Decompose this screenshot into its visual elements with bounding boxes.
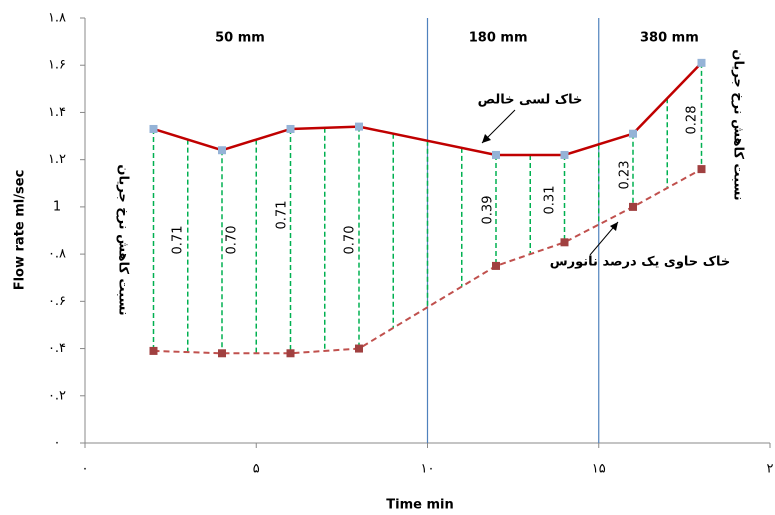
y-tick-label: ۱.۴ bbox=[48, 105, 66, 120]
y-tick-label: ۰ bbox=[54, 436, 61, 451]
side-label: نسبت کاهش نرخ جریان bbox=[116, 164, 131, 315]
side-label: نسبت کاهش نرخ جریان bbox=[731, 49, 746, 200]
marker bbox=[492, 150, 500, 159]
x-tick-label: ۰ bbox=[82, 462, 89, 477]
y-tick-label: ۰.۶ bbox=[48, 294, 66, 309]
y-tick-label: 1 bbox=[53, 199, 61, 214]
marker bbox=[697, 58, 706, 67]
marker bbox=[492, 261, 500, 270]
series-line bbox=[153, 61, 703, 157]
series-line bbox=[153, 168, 702, 355]
y-tick-label: ۱.۸ bbox=[48, 11, 66, 26]
marker bbox=[560, 150, 569, 159]
ratio-label: 0.70 bbox=[343, 226, 358, 255]
y-tick-label: ۰.۸ bbox=[48, 247, 66, 262]
marker bbox=[560, 238, 569, 247]
marker bbox=[286, 349, 295, 358]
y-tick-label: ۱.۶ bbox=[48, 58, 66, 73]
ratio-label: 0.39 bbox=[481, 196, 496, 225]
ratio-label: 0.31 bbox=[543, 186, 558, 215]
marker bbox=[218, 349, 226, 358]
marker bbox=[629, 202, 637, 211]
marker bbox=[629, 129, 637, 138]
ratio-label: 0.28 bbox=[685, 106, 700, 135]
ratio-label: 0.71 bbox=[275, 201, 290, 230]
marker bbox=[697, 165, 706, 174]
y-axis-label: Flow rate ml/sec bbox=[13, 170, 28, 291]
ratio-label: 0.23 bbox=[618, 161, 633, 190]
series-label: خاک حاوی یک درصد نانورس bbox=[550, 255, 731, 270]
y-tick-label: ۱.۲ bbox=[48, 152, 66, 167]
arrow-head bbox=[610, 222, 618, 231]
section-label: 180 mm bbox=[469, 31, 528, 46]
marker bbox=[355, 122, 363, 131]
x-axis-label: Time min bbox=[386, 498, 453, 513]
section-label: 50 mm bbox=[215, 31, 265, 46]
arrow-head bbox=[482, 134, 491, 143]
section-label: 380 mm bbox=[640, 31, 699, 46]
y-tick-label: ۰.۲ bbox=[48, 388, 66, 403]
x-tick-label: ۱۰ bbox=[421, 462, 435, 477]
x-tick-label: ۵ bbox=[253, 462, 260, 477]
marker bbox=[149, 346, 158, 355]
marker bbox=[149, 124, 158, 133]
y-tick-label: ۰.۴ bbox=[48, 341, 66, 356]
marker bbox=[355, 344, 363, 353]
x-tick-label: ۱۵ bbox=[592, 462, 606, 477]
x-tick-label: ۲ bbox=[767, 462, 774, 477]
marker bbox=[218, 146, 226, 155]
series-label: خاک لسی خالص bbox=[478, 93, 583, 108]
ratio-label: 0.70 bbox=[225, 226, 240, 255]
marker bbox=[286, 124, 295, 133]
ratio-label: 0.71 bbox=[171, 226, 186, 255]
